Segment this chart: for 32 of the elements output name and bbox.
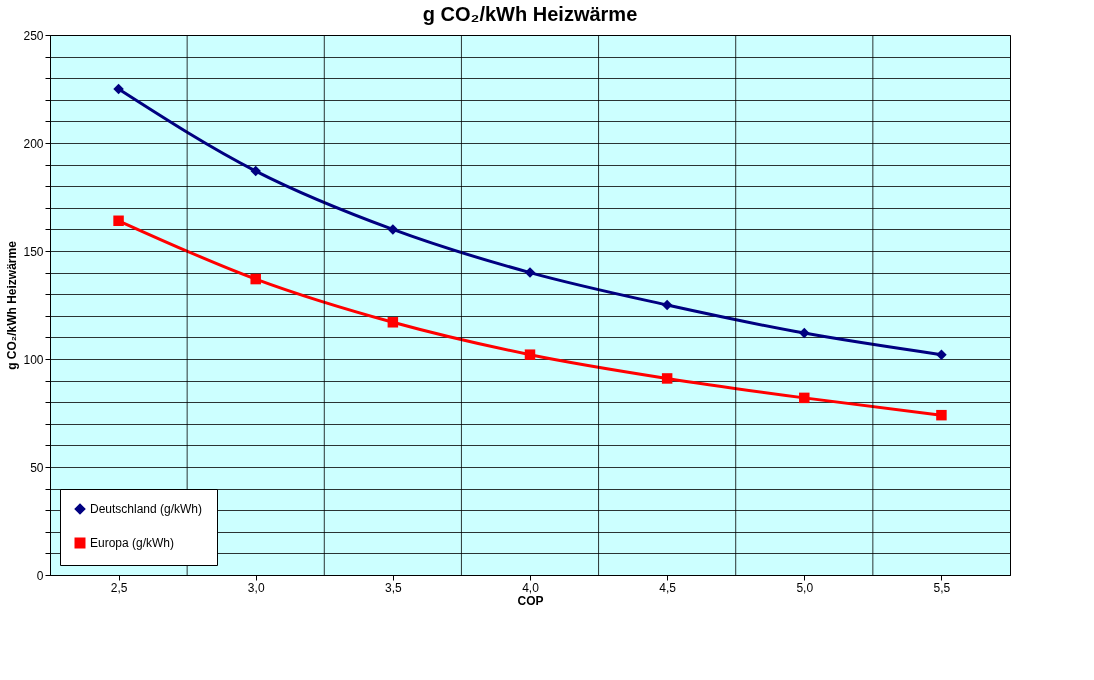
legend-label: Europa (g/kWh) — [90, 536, 175, 550]
point — [387, 317, 399, 328]
y-tick-label: 150 — [23, 244, 44, 259]
point — [936, 409, 947, 421]
point — [387, 224, 399, 235]
y-tick-label: 0 — [36, 568, 44, 583]
point — [113, 83, 124, 95]
y-tick-label: 50 — [30, 460, 44, 475]
point — [250, 165, 261, 177]
y-tick-label: 200 — [23, 136, 44, 151]
point — [799, 327, 810, 339]
point — [524, 267, 536, 278]
y-tick-label: 250 — [23, 28, 44, 43]
x-tick-label: 3,0 — [247, 580, 265, 595]
point — [250, 273, 261, 285]
x-tick-label: 4,5 — [659, 580, 677, 595]
x-tick-label: 3,5 — [385, 580, 403, 595]
point — [524, 349, 536, 360]
point — [799, 392, 810, 404]
point — [661, 373, 673, 384]
x-tick-label: 5,5 — [933, 580, 951, 595]
chart-title: g CO₂/kWh Heizwärme — [422, 3, 638, 25]
point — [936, 349, 947, 360]
x-tick-label: 4,0 — [522, 580, 540, 595]
point — [661, 299, 673, 311]
x-axis-title: COP — [517, 593, 544, 608]
y-axis-title: g CO₂/kWh Heizwärme — [5, 240, 20, 370]
x-tick-label: 5,0 — [796, 580, 814, 595]
legend-label: Deutschland (g/kWh) — [90, 502, 203, 516]
point — [113, 215, 124, 226]
x-tick-label: 2,5 — [110, 580, 128, 595]
y-tick-label: 100 — [23, 352, 44, 367]
